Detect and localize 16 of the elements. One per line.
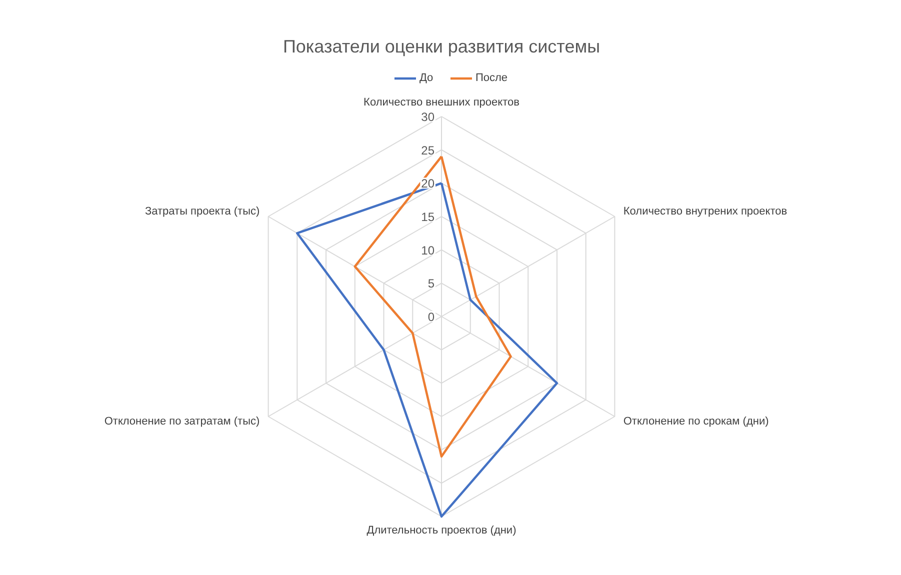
spoke-label: Отклонение по затратам (тыс) (104, 416, 260, 428)
chart-title: Показатели оценки развития системы (282, 36, 600, 56)
y-tick-label: 15 (421, 210, 435, 224)
y-tick-label: 0 (428, 310, 435, 324)
spoke-label: Отклонение по срокам (дни) (623, 416, 769, 428)
y-tick-label: 10 (421, 243, 435, 258)
spoke-label: Количество внешних проектов (364, 96, 520, 108)
legend-label: До (419, 72, 434, 84)
spoke-label: Длительность проектов (дни) (366, 524, 516, 536)
spoke-label: Затраты проекта (тыс) (144, 206, 260, 218)
y-tick-label: 25 (421, 143, 435, 158)
y-tick-label: 5 (428, 276, 435, 291)
y-tick-label: 30 (421, 110, 435, 124)
legend-label: После (475, 72, 508, 84)
y-tick-label: 20 (421, 176, 435, 191)
spoke-label: Количество внутрених проектов (623, 206, 788, 218)
